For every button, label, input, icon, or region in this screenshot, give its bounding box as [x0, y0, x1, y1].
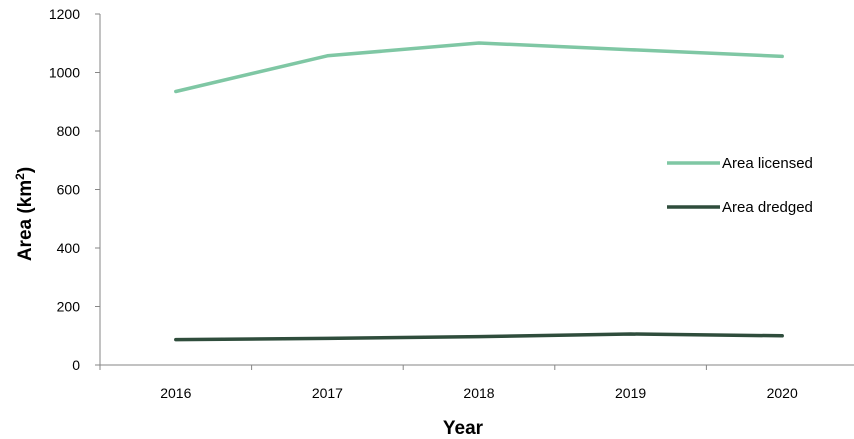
- y-tick-label: 600: [57, 182, 81, 198]
- x-tick-label: 2019: [615, 385, 646, 401]
- x-axis-title: Year: [443, 418, 484, 439]
- y-axis-title-superscript: 2: [13, 173, 27, 180]
- y-axis-title-close: ): [15, 167, 36, 173]
- x-ticks: 2016 2017 2018 2019 2020: [99, 365, 798, 401]
- y-tick-label: 800: [57, 123, 81, 139]
- y-tick-label: 1000: [49, 65, 80, 81]
- y-ticks: 0 200 400 600 800 1000 1200: [49, 6, 100, 373]
- series-line-1: [174, 332, 784, 342]
- x-tick-label: 2020: [767, 385, 798, 401]
- legend: Area licensed Area dredged: [667, 155, 813, 216]
- series-lines: [174, 41, 784, 342]
- x-tick-label: 2018: [463, 385, 494, 401]
- x-tick-label: 2016: [160, 385, 191, 401]
- y-tick-label: 200: [57, 299, 81, 315]
- y-tick-label: 1200: [49, 6, 80, 22]
- y-tick-label: 400: [57, 240, 81, 256]
- y-tick-label: 0: [72, 357, 80, 373]
- y-axis-title: Area (km2): [13, 167, 36, 261]
- y-axis-title-main: Area (km: [15, 180, 36, 261]
- series-line-0: [174, 41, 784, 94]
- x-tick-label: 2017: [312, 385, 343, 401]
- axes: [99, 14, 854, 366]
- legend-label: Area licensed: [722, 155, 813, 172]
- legend-label: Area dredged: [722, 199, 813, 216]
